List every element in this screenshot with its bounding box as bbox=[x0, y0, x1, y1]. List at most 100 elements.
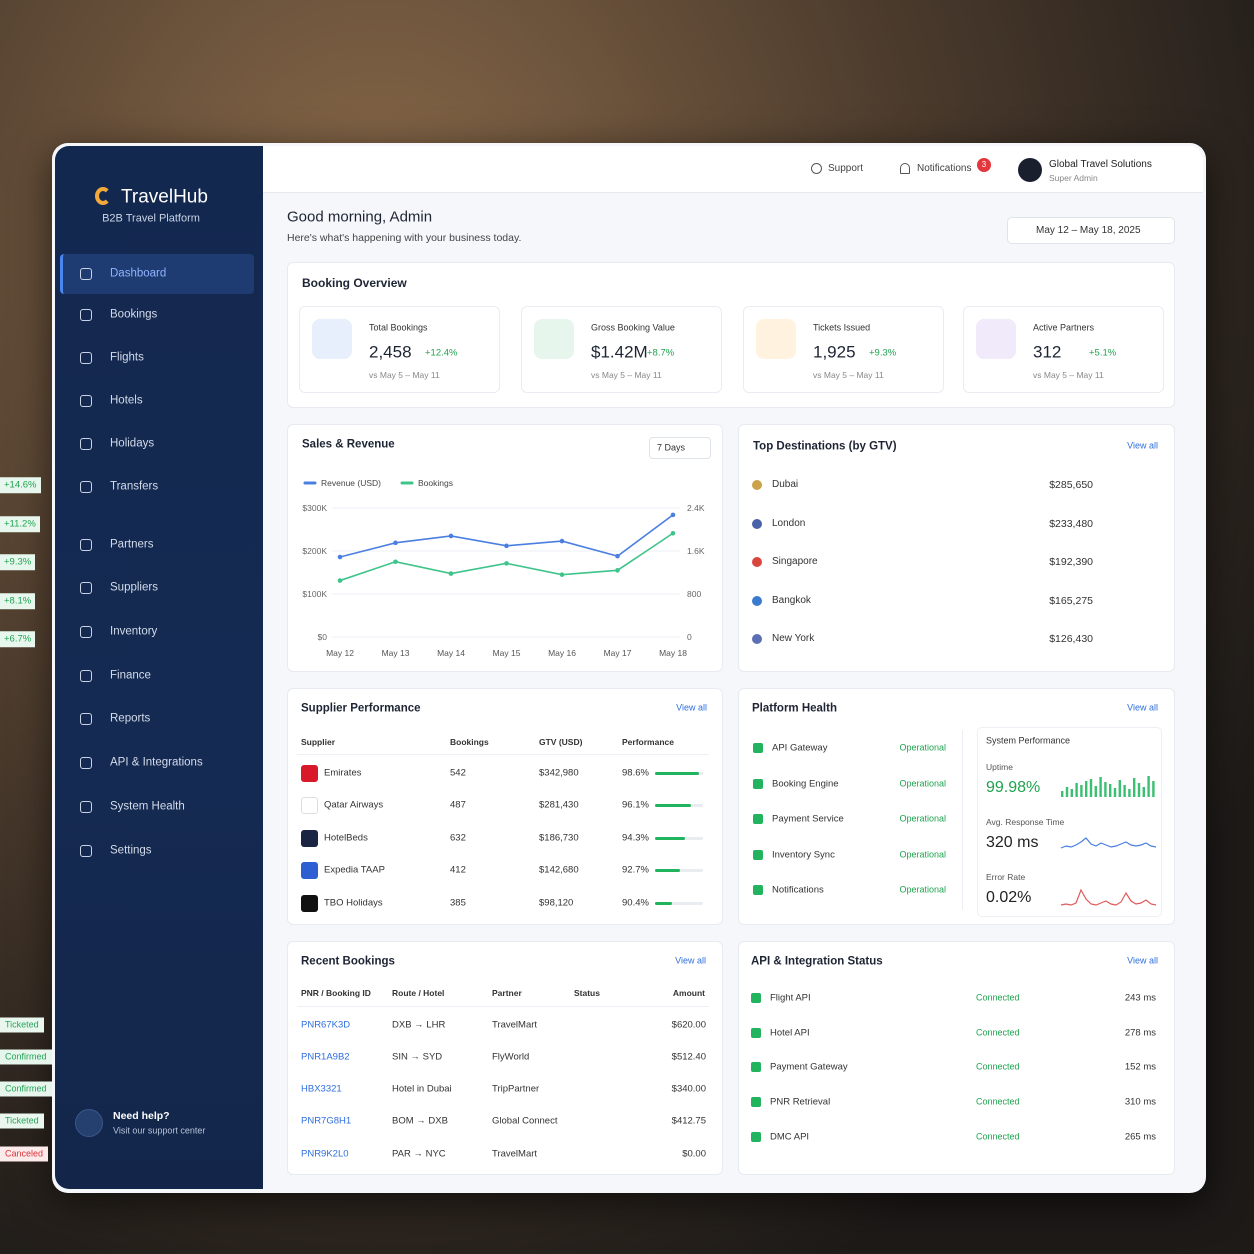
view-all[interactable]: View all bbox=[676, 702, 707, 713]
amount: $512.40 bbox=[671, 1051, 706, 1063]
section-title: Booking Overview bbox=[302, 276, 407, 290]
gtv: $281,430 bbox=[539, 799, 579, 811]
notifications-link[interactable]: Notifications bbox=[917, 163, 972, 174]
nav-icon bbox=[80, 539, 92, 551]
booking-id[interactable]: PNR9K2L0 bbox=[301, 1148, 349, 1160]
metric-value: 320 ms bbox=[986, 834, 1039, 851]
performance-bar bbox=[655, 803, 691, 807]
nav-item[interactable]: Suppliers bbox=[110, 581, 158, 594]
performance-bar bbox=[655, 771, 699, 775]
nav-item[interactable]: Settings bbox=[110, 844, 152, 857]
nav-item[interactable]: Finance bbox=[110, 669, 151, 682]
nav-item[interactable]: Reports bbox=[110, 712, 151, 725]
metric-label: Error Rate bbox=[986, 871, 1026, 882]
latency: 310 ms bbox=[1124, 1096, 1156, 1108]
kpi-value: 312 bbox=[1033, 342, 1062, 362]
status-pill: Ticketed bbox=[0, 1113, 44, 1129]
org-name[interactable]: Global Travel Solutions bbox=[1049, 159, 1152, 170]
service: Inventory Sync bbox=[772, 849, 835, 861]
status-icon bbox=[753, 850, 763, 860]
section-title: Recent Bookings bbox=[301, 955, 395, 968]
partner: TravelMart bbox=[492, 1019, 538, 1031]
nav-icon bbox=[80, 309, 92, 321]
performance: 92.7% bbox=[622, 864, 649, 876]
integration: Hotel API bbox=[770, 1027, 810, 1039]
kpi-label: Active Partners bbox=[1033, 322, 1095, 333]
section-title: Supplier Performance bbox=[301, 702, 421, 715]
gtv: $142,680 bbox=[539, 864, 579, 876]
supplier-logo bbox=[301, 765, 318, 782]
status-icon bbox=[751, 993, 761, 1003]
nav-item[interactable]: Holidays bbox=[110, 437, 155, 450]
divider bbox=[297, 1006, 709, 1007]
kpi-card bbox=[963, 306, 1164, 393]
nav-item[interactable]: Inventory bbox=[110, 625, 158, 638]
view-all[interactable]: View all bbox=[675, 955, 706, 966]
kpi-value: 1,925 bbox=[813, 342, 856, 362]
flag bbox=[752, 557, 762, 567]
metric-value: 99.98% bbox=[986, 779, 1041, 796]
greeting: Good morning, Admin bbox=[287, 208, 433, 226]
nav-item[interactable]: Flights bbox=[110, 351, 144, 364]
section-title: Sales & Revenue bbox=[302, 438, 395, 451]
nav-item[interactable]: API & Integrations bbox=[110, 756, 203, 769]
support-link[interactable]: Support bbox=[828, 163, 864, 174]
change: +6.7% bbox=[0, 631, 36, 647]
latency: 278 ms bbox=[1124, 1027, 1156, 1039]
supplier-logo bbox=[301, 895, 318, 912]
nav-item[interactable]: Bookings bbox=[110, 308, 158, 321]
kpi-icon bbox=[976, 319, 1016, 359]
view-all[interactable]: View all bbox=[1127, 955, 1158, 966]
route: PAR → NYC bbox=[392, 1148, 446, 1160]
divider bbox=[962, 730, 963, 910]
status-icon bbox=[753, 743, 763, 753]
status-icon bbox=[751, 1132, 761, 1142]
kpi-icon bbox=[756, 319, 796, 359]
nav-item[interactable]: System Health bbox=[110, 800, 185, 813]
kpi-icon bbox=[534, 319, 574, 359]
panel bbox=[738, 424, 1175, 672]
column-header: PNR / Booking ID bbox=[301, 987, 371, 998]
booking-id[interactable]: HBX3321 bbox=[301, 1083, 342, 1095]
bookings: 542 bbox=[450, 767, 466, 779]
supplier-name: Expedia TAAP bbox=[324, 864, 385, 876]
nav-active bbox=[60, 254, 254, 294]
kpi-value: 2,458 bbox=[369, 342, 412, 362]
kpi-card bbox=[299, 306, 500, 393]
kpi-label: Total Bookings bbox=[369, 322, 428, 333]
metric-label: Avg. Response Time bbox=[986, 816, 1065, 827]
status-icon bbox=[751, 1028, 761, 1038]
help-title[interactable]: Need help? bbox=[113, 1109, 170, 1122]
nav-item[interactable]: Hotels bbox=[110, 394, 143, 407]
nav-item[interactable]: Transfers bbox=[110, 480, 159, 493]
nav-item[interactable]: Partners bbox=[110, 538, 154, 551]
destination: New York bbox=[772, 633, 815, 644]
column-header: Supplier bbox=[301, 736, 336, 747]
view-all[interactable]: View all bbox=[1127, 702, 1158, 713]
flag bbox=[752, 596, 762, 606]
nav-icon bbox=[80, 352, 92, 364]
gtv: $126,430 bbox=[1049, 632, 1093, 645]
change: +11.2% bbox=[0, 516, 40, 532]
badge bbox=[977, 158, 991, 172]
bell-icon bbox=[900, 163, 910, 174]
latency: 243 ms bbox=[1124, 992, 1156, 1004]
booking-id[interactable]: PNR7G8H1 bbox=[301, 1115, 352, 1127]
kpi-value: $1.42M bbox=[591, 342, 648, 362]
metric-value: 0.02% bbox=[986, 889, 1032, 906]
panel bbox=[287, 262, 1175, 408]
view-all[interactable]: View all bbox=[1127, 440, 1158, 451]
status: Connected bbox=[976, 1027, 1020, 1038]
booking-id[interactable]: PNR67K3D bbox=[301, 1019, 351, 1031]
date-range[interactable]: May 12 – May 18, 2025 bbox=[1036, 225, 1141, 236]
kpi-label: Gross Booking Value bbox=[591, 322, 675, 333]
role: Super Admin bbox=[1049, 172, 1098, 183]
period[interactable]: 7 Days bbox=[657, 442, 686, 453]
destination: London bbox=[772, 518, 806, 529]
status-icon bbox=[753, 779, 763, 789]
gtv: $342,980 bbox=[539, 767, 579, 779]
nav-item[interactable]: Dashboard bbox=[110, 267, 167, 280]
performance: 98.6% bbox=[622, 767, 649, 779]
booking-id[interactable]: PNR1A9B2 bbox=[301, 1051, 350, 1063]
kpi-icon bbox=[312, 319, 352, 359]
